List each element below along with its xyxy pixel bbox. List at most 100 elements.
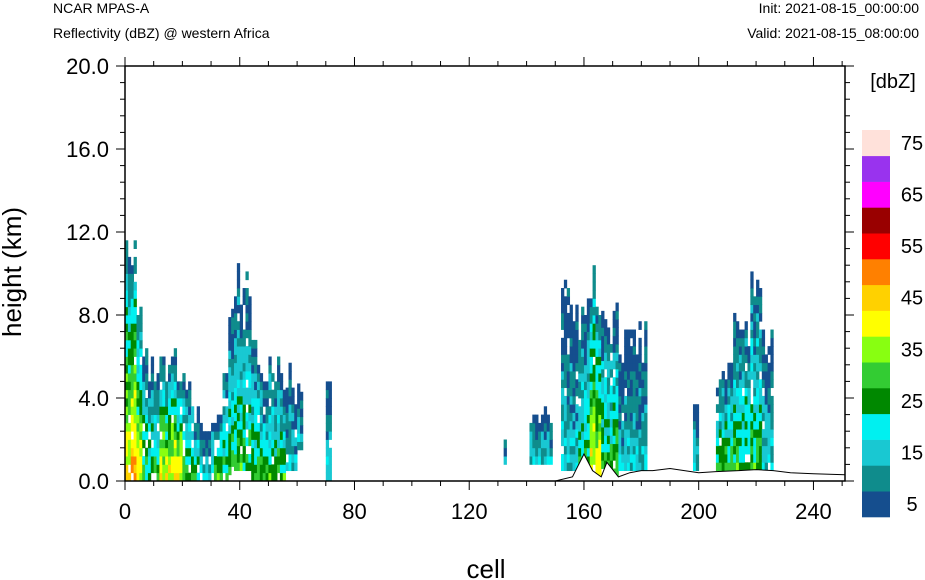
reflectivity-pixel (615, 310, 619, 320)
reflectivity-pixel (503, 456, 507, 465)
reflectivity-pixel (193, 456, 198, 465)
reflectivity-pixel (540, 422, 545, 432)
reflectivity-pixel (213, 431, 218, 440)
reflectivity-pixel (268, 356, 272, 366)
reflectivity-pixel (569, 429, 573, 438)
reflectivity-pixel (188, 472, 192, 482)
reflectivity-pixel (641, 379, 645, 389)
reflectivity-pixel (621, 420, 625, 430)
reflectivity-pixel (724, 454, 728, 463)
reflectivity-pixel (626, 387, 631, 397)
reflectivity-pixel (176, 406, 180, 415)
reflectivity-pixel (738, 462, 743, 472)
reflectivity-pixel (125, 398, 129, 407)
reflectivity-pixel (222, 381, 226, 391)
reflectivity-pixel (615, 402, 619, 411)
reflectivity-pixel (733, 429, 737, 438)
reflectivity-pixel (563, 279, 568, 289)
reflectivity-pixel (265, 406, 269, 415)
reflectivity-pixel (242, 462, 246, 472)
reflectivity-pixel (251, 381, 255, 391)
reflectivity-pixel (288, 395, 292, 405)
reflectivity-pixel (632, 404, 636, 413)
reflectivity-pixel (165, 464, 169, 474)
reflectivity-pixel (572, 321, 576, 330)
x-tick-label: 240 (795, 499, 832, 524)
reflectivity-pixel (202, 447, 206, 457)
reflectivity-pixel (756, 288, 760, 297)
reflectivity-pixel (741, 379, 746, 389)
reflectivity-pixel (767, 395, 771, 405)
reflectivity-pixel (282, 414, 287, 424)
reflectivity-pixel (251, 339, 255, 349)
reflectivity-pixel (575, 445, 579, 455)
reflectivity-pixel (133, 364, 137, 374)
reflectivity-pixel (271, 472, 275, 482)
reflectivity-pixel (632, 329, 636, 339)
colorbar-segment (862, 284, 890, 311)
reflectivity-pixel (133, 265, 137, 274)
reflectivity-pixel (635, 379, 639, 389)
reflectivity-pixel (563, 429, 568, 438)
reflectivity-pixel (566, 362, 571, 372)
reflectivity-pixel (572, 371, 576, 380)
reflectivity-pixel (733, 387, 737, 397)
reflectivity-pixel (176, 447, 180, 457)
reflectivity-pixel (543, 406, 548, 415)
reflectivity-pixel (239, 412, 244, 422)
reflectivity-pixel (219, 422, 223, 432)
reflectivity-pixel (535, 422, 539, 432)
reflectivity-pixel (239, 462, 244, 472)
reflectivity-pixel (294, 412, 298, 422)
reflectivity-pixel (575, 346, 579, 355)
reflectivity-pixel (216, 414, 221, 424)
reflectivity-pixel (196, 431, 200, 440)
reflectivity-pixel (162, 406, 166, 415)
reflectivity-pixel (168, 398, 172, 407)
reflectivity-pixel (612, 427, 616, 436)
reflectivity-pixel (231, 441, 235, 451)
reflectivity-pixel (750, 371, 754, 380)
reflectivity-pixel (294, 420, 298, 430)
reflectivity-pixel (127, 381, 132, 391)
reflectivity-pixel (173, 373, 178, 382)
reflectivity-pixel (626, 329, 631, 339)
reflectivity-pixel (179, 464, 183, 474)
reflectivity-pixel (159, 406, 163, 415)
reflectivity-pixel (142, 373, 146, 382)
reflectivity-pixel (234, 437, 238, 447)
reflectivity-pixel (165, 398, 169, 407)
reflectivity-pixel (744, 346, 748, 355)
reflectivity-pixel (578, 431, 582, 440)
reflectivity-pixel (277, 422, 281, 432)
reflectivity-pixel (142, 364, 146, 374)
reflectivity-pixel (150, 364, 155, 374)
reflectivity-pixel (251, 373, 255, 382)
reflectivity-pixel (236, 437, 241, 447)
reflectivity-pixel (604, 344, 608, 353)
reflectivity-pixel (265, 472, 269, 482)
reflectivity-pixel (727, 420, 731, 430)
reflectivity-pixel (626, 412, 631, 422)
reflectivity-pixel (572, 395, 576, 405)
y-tick-label: 20.0 (66, 54, 109, 79)
reflectivity-pixel (153, 422, 157, 432)
reflectivity-pixel (756, 312, 760, 322)
reflectivity-pixel (621, 437, 625, 447)
reflectivity-pixel (753, 337, 757, 347)
reflectivity-pixel (626, 395, 631, 405)
reflectivity-pixel (609, 427, 614, 436)
reflectivity-pixel (561, 337, 565, 347)
x-tick-label: 200 (680, 499, 717, 524)
colorbar-tick-label: 65 (901, 185, 923, 207)
reflectivity-pixel (756, 454, 760, 463)
reflectivity-pixel (153, 398, 157, 407)
reflectivity-pixel (245, 437, 249, 447)
reflectivity-pixel (234, 312, 238, 322)
reflectivity-pixel (695, 420, 700, 430)
reflectivity-pixel (282, 439, 287, 449)
reflectivity-pixel (136, 398, 140, 407)
reflectivity-pixel (291, 429, 295, 438)
reflectivity-pixel (130, 373, 135, 382)
reflectivity-pixel (612, 443, 616, 453)
